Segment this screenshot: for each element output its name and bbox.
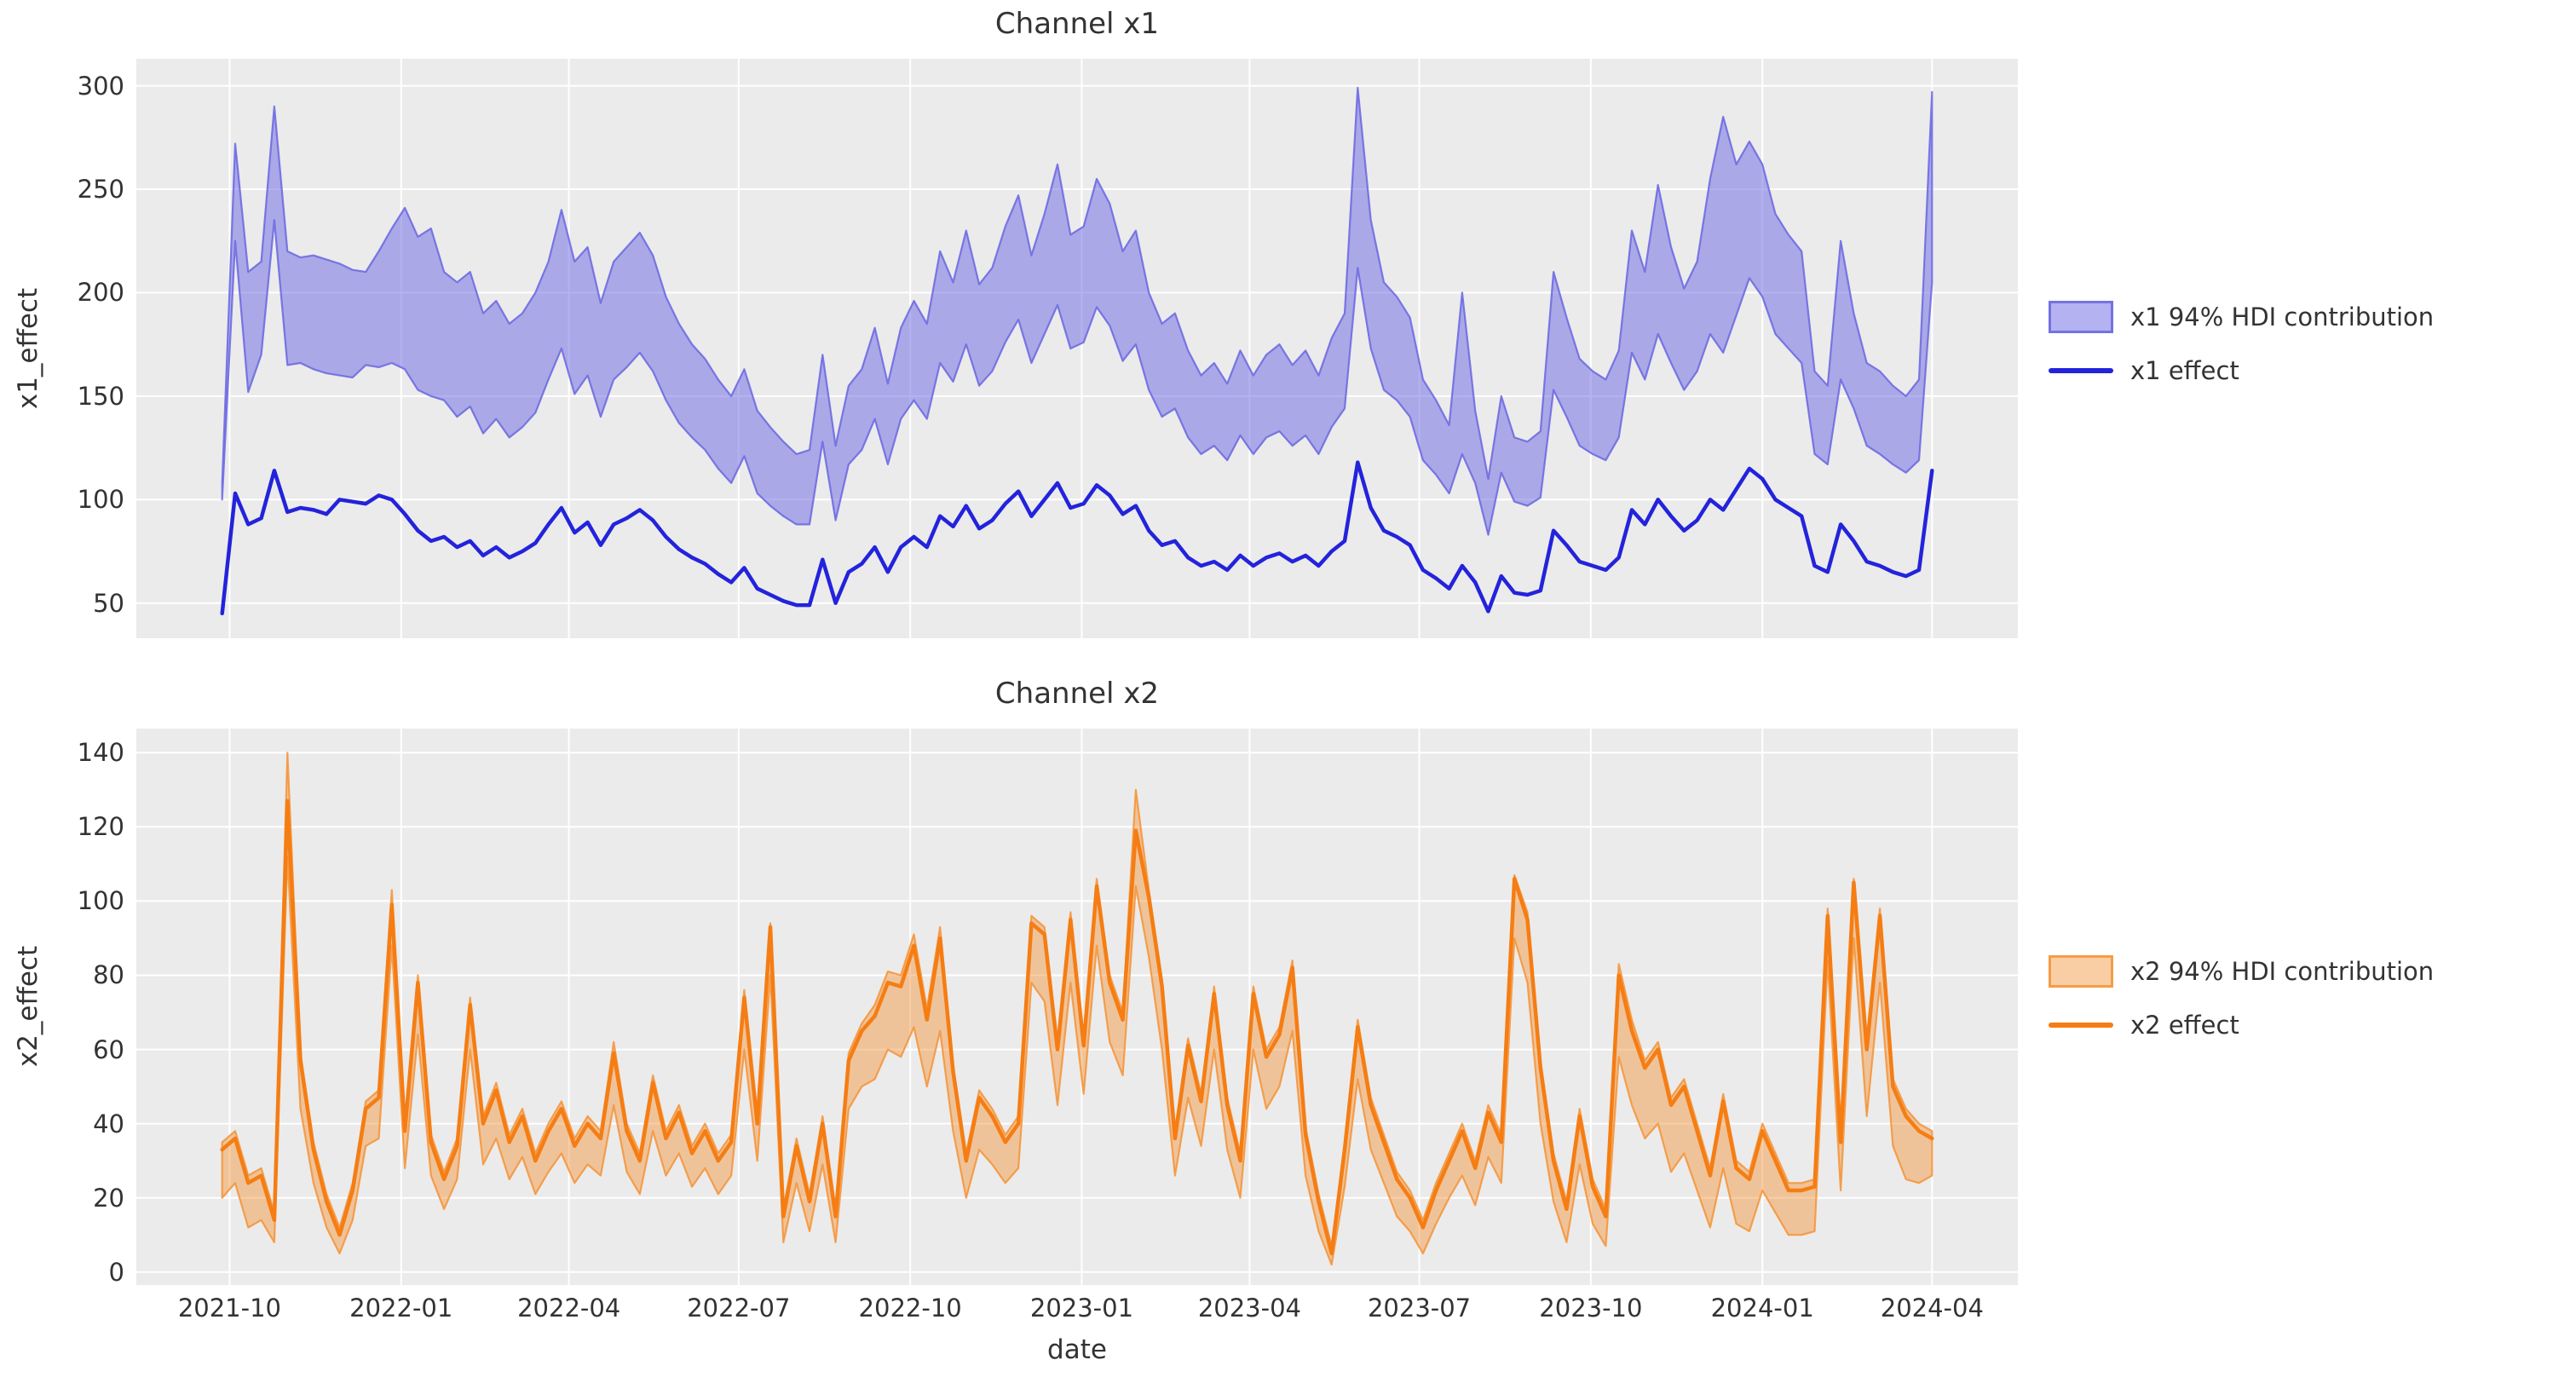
xtick-label: 2022-01 xyxy=(349,1294,453,1322)
ytick-label: 250 xyxy=(77,175,124,204)
ytick-label: 0 xyxy=(108,1257,124,1287)
chart1-legend: x1 94% HDI contribution x1 effect xyxy=(2049,300,2434,388)
xtick-label: 2024-01 xyxy=(1710,1294,1814,1322)
x1-hdi-band-label: x1 94% HDI contribution xyxy=(2130,303,2435,331)
chart1-title: Channel x1 xyxy=(994,7,1160,41)
legend-row-line: x1 effect xyxy=(2049,354,2434,388)
legend-row-band: x1 94% HDI contribution xyxy=(2049,300,2434,334)
x2-hdi-band-swatch xyxy=(2049,955,2113,988)
xtick-label: 2022-07 xyxy=(687,1294,791,1322)
ytick-label: 120 xyxy=(77,812,124,842)
ytick-label: 100 xyxy=(77,886,124,916)
chart2-legend: x2 94% HDI contribution x2 effect xyxy=(2049,954,2434,1042)
ytick-label: 20 xyxy=(93,1183,124,1213)
xtick-label: 2023-01 xyxy=(1029,1294,1134,1322)
xtick-label: 2023-04 xyxy=(1197,1294,1301,1322)
ytick-label: 150 xyxy=(77,381,124,411)
legend-row-line: x2 effect xyxy=(2049,1008,2434,1042)
x2-effect-line xyxy=(220,798,1934,1256)
chart2-ylabel: x2_effect xyxy=(13,945,43,1068)
ytick-label: 80 xyxy=(93,960,124,990)
ytick-label: 300 xyxy=(77,71,124,101)
legend-row-band: x2 94% HDI contribution xyxy=(2049,954,2434,988)
x2-effect-line-swatch xyxy=(2049,1023,2113,1028)
xtick-label: 2023-07 xyxy=(1367,1294,1472,1322)
ytick-label: 60 xyxy=(93,1034,124,1064)
chart1-ylabel: x1_effect xyxy=(13,287,43,410)
x1-effect-line-swatch xyxy=(2049,368,2113,373)
x2-hdi-band xyxy=(221,752,1933,1266)
xtick-label: 2022-04 xyxy=(517,1294,621,1322)
xtick-label: 2023-10 xyxy=(1539,1294,1643,1322)
ytick-label: 40 xyxy=(93,1109,124,1138)
chart2-title: Channel x2 xyxy=(994,677,1160,711)
ytick-label: 100 xyxy=(77,485,124,515)
plot-area-x2 xyxy=(136,729,2018,1285)
x2-effect-line-label: x2 effect xyxy=(2130,1011,2239,1040)
xtick-label: 2021-10 xyxy=(177,1294,281,1322)
x1-hdi-band xyxy=(221,86,1933,536)
x1-effect-line-label: x1 effect xyxy=(2130,356,2239,385)
x1-effect-line xyxy=(220,460,1934,616)
ytick-label: 200 xyxy=(77,278,124,308)
xtick-label: 2024-04 xyxy=(1880,1294,1984,1322)
xtick-label: 2022-10 xyxy=(858,1294,962,1322)
x-axis-label: date xyxy=(1047,1334,1107,1365)
ytick-label: 50 xyxy=(93,588,124,618)
x2-hdi-band-label: x2 94% HDI contribution xyxy=(2130,957,2435,986)
x1-hdi-band-swatch xyxy=(2049,301,2113,333)
ytick-label: 140 xyxy=(77,738,124,768)
